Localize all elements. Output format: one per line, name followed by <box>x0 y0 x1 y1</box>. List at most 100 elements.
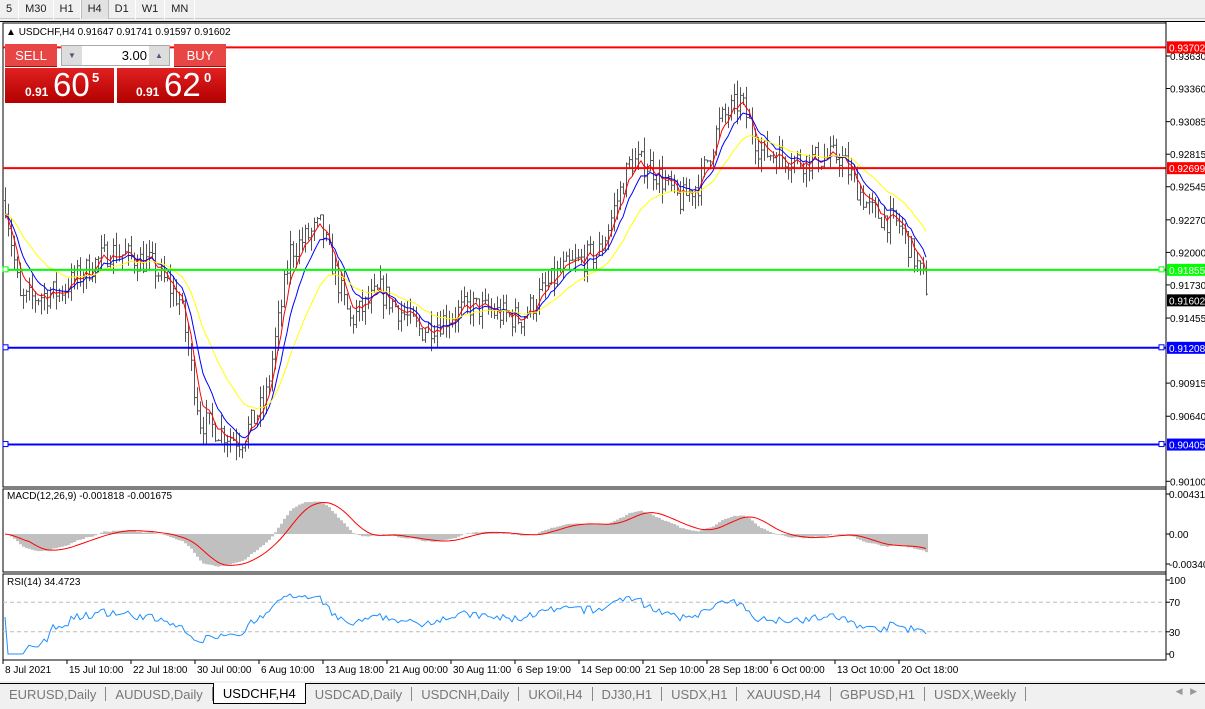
ohlc-bar <box>316 216 319 227</box>
ohlc-bar <box>223 425 226 453</box>
macd-histogram <box>7 501 928 567</box>
ohlc-bar <box>541 272 544 292</box>
ohlc-bar <box>664 169 667 192</box>
ohlc-bar <box>295 243 298 269</box>
lot-value[interactable]: 3.00 <box>121 48 147 63</box>
ohlc-bar <box>37 298 40 306</box>
macd-bar <box>199 534 202 561</box>
macd-bar <box>808 534 811 539</box>
lot-increase-icon[interactable]: ▲ <box>149 46 169 65</box>
lot-decrease-icon[interactable]: ▼ <box>62 46 82 65</box>
price-axis-label: 0.92815 <box>1170 150 1205 161</box>
macd-bar <box>877 534 880 545</box>
macd-bar <box>259 534 262 548</box>
macd-bar <box>121 530 124 534</box>
macd-bar <box>217 534 220 567</box>
ohlc-bar <box>547 269 550 290</box>
lot-size-input[interactable]: ▼ 3.00 ▲ <box>61 45 170 66</box>
tab-usdx-h1[interactable]: USDX,H1 <box>662 687 738 702</box>
ohlc-bar <box>460 290 463 319</box>
macd-bar <box>892 534 895 546</box>
macd-bar <box>112 530 115 534</box>
macd-bar <box>775 534 778 535</box>
collapse-triangle-icon[interactable]: ▲ <box>6 27 19 38</box>
macd-bar <box>898 534 901 546</box>
ohlc-bar <box>835 138 838 164</box>
macd-bar <box>295 506 298 534</box>
macd-bar <box>55 534 58 549</box>
tab-gbpusd-h1[interactable]: GBPUSD,H1 <box>831 687 925 702</box>
macd-bar <box>697 531 700 534</box>
level-price-label: 0.93702 <box>1169 43 1205 54</box>
level-anchor-icon <box>2 441 9 448</box>
macd-bar <box>256 534 259 551</box>
macd-bar <box>208 534 211 565</box>
macd-bar <box>73 534 76 543</box>
buy-price[interactable]: 0.91 62 0 <box>117 66 226 103</box>
tab-xauusd-h4[interactable]: XAUUSD,H4 <box>737 687 831 702</box>
macd-bar <box>694 530 697 534</box>
ohlc-bar <box>253 409 256 425</box>
rsi-axis-label: 100 <box>1169 576 1186 587</box>
sell-button[interactable]: SELL <box>5 44 57 67</box>
ohlc-bar <box>55 272 58 310</box>
time-axis-label: 30 Jul 00:00 <box>197 665 252 676</box>
symbol-header: ▲ USDCHF,H4 0.91647 0.91741 0.91597 0.91… <box>6 27 231 38</box>
macd-bar <box>655 517 658 534</box>
ohlc-bar <box>532 295 535 320</box>
ohlc-bar <box>178 291 181 316</box>
price-axis-label: 0.90100 <box>1170 477 1205 488</box>
tf-h4[interactable]: H4 <box>80 0 109 19</box>
tf-m5[interactable]: 5 <box>0 0 20 19</box>
ohlc-bar <box>343 270 346 306</box>
tf-m30[interactable]: M30 <box>19 0 54 19</box>
tab-usdx-weekly[interactable]: USDX,Weekly <box>925 687 1027 702</box>
macd-bar <box>352 532 355 534</box>
tf-w1[interactable]: W1 <box>136 0 166 19</box>
macd-bar <box>292 508 295 534</box>
ohlc-bar <box>115 232 118 264</box>
macd-bar <box>712 526 715 534</box>
macd-bar <box>34 534 37 551</box>
tab-usdcnh-daily[interactable]: USDCNH,Daily <box>412 687 520 702</box>
ohlc-bar <box>514 298 517 333</box>
ohlc-bar <box>688 179 691 202</box>
macd-bar <box>262 534 265 546</box>
macd-bar <box>298 504 301 534</box>
chart-window[interactable]: 0.93630 0.93360 0.93085 0.92815 0.92545 0.922… <box>0 21 1205 681</box>
macd-bar <box>268 534 271 540</box>
macd-bar <box>418 534 421 540</box>
macd-bar <box>388 534 391 536</box>
macd-bar <box>718 522 721 534</box>
time-axis-label: 20 Oct 18:00 <box>901 665 959 676</box>
price-chart[interactable]: 0.93630 0.93360 0.93085 0.92815 0.92545 0.922… <box>0 22 1205 682</box>
price-axis-label: 0.93085 <box>1170 118 1205 129</box>
ohlc-bar <box>106 241 109 268</box>
tf-d1[interactable]: D1 <box>109 0 136 19</box>
tf-h1[interactable]: H1 <box>54 0 81 19</box>
macd-bar <box>355 534 358 535</box>
time-axis-label: 15 Jul 10:00 <box>69 665 124 676</box>
sell-price[interactable]: 0.91 60 5 <box>5 66 114 103</box>
macd-bar <box>787 534 790 538</box>
macd-bar <box>577 523 580 534</box>
macd-bar <box>142 532 145 534</box>
macd-bar <box>271 534 274 537</box>
ohlc-bar <box>778 135 781 169</box>
tab-eurusd-daily[interactable]: EURUSD,Daily <box>0 687 107 702</box>
tf-mn[interactable]: MN <box>165 0 196 19</box>
macd-bar <box>607 523 610 534</box>
tab-audusd-daily[interactable]: AUDUSD,Daily <box>106 687 213 702</box>
ohlc-bar <box>103 233 106 252</box>
tab-dj30-h1[interactable]: DJ30,H1 <box>593 687 663 702</box>
tab-scroll-arrows-icon[interactable]: ◀ ▶ <box>1175 686 1197 696</box>
time-axis-label: 22 Jul 18:00 <box>133 665 188 676</box>
ohlc-bar <box>292 241 295 268</box>
tab-usdchf-h4[interactable]: USDCHF,H4 <box>212 683 306 704</box>
ohlc-bar <box>670 170 673 192</box>
macd-bar <box>148 532 151 534</box>
tab-ukoil-h4[interactable]: UKOil,H4 <box>519 687 593 702</box>
level-price-tag <box>1167 341 1205 354</box>
buy-button[interactable]: BUY <box>174 44 226 67</box>
tab-usdcad-daily[interactable]: USDCAD,Daily <box>306 687 413 702</box>
